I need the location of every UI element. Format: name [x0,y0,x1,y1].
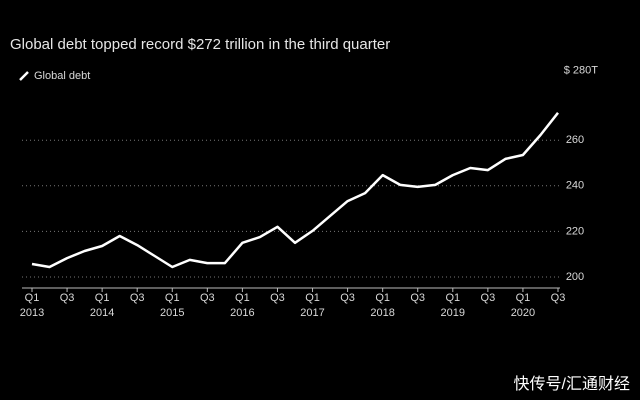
x-tick-label: Q3 [270,292,285,304]
x-year-label: 2019 [441,307,465,319]
x-year-label: 2015 [160,307,184,319]
legend-label: Global debt [34,70,90,82]
x-year-label: 2013 [20,307,44,319]
x-tick-label: Q3 [130,292,145,304]
x-tick-label: Q1 [375,292,390,304]
watermark: 快传号/汇通财经 [514,375,630,393]
x-tick-label: Q1 [305,292,320,304]
line [31,112,559,269]
x-year-label: 2018 [370,307,394,319]
x-tick-label: Q3 [481,292,496,304]
x-tick-label: Q3 [200,292,215,304]
x-tick-label: Q1 [235,292,250,304]
y-tick-label: $ 280T [564,65,599,77]
y-tick-label: 240 [566,180,584,192]
x-year-label: 2017 [300,307,324,319]
y-tick-label: 220 [566,225,584,237]
x-tick-label: Q1 [25,292,40,304]
chart-title: Global debt topped record $272 trillion … [10,36,390,53]
x-tick-label: Q1 [445,292,460,304]
x-tick-label: Q3 [551,292,566,304]
x-year-label: 2020 [511,307,535,319]
x-tick-label: Q3 [340,292,355,304]
x-tick-label: Q3 [410,292,425,304]
x-tick-label: Q1 [516,292,531,304]
x-tick-label: Q3 [60,292,75,304]
x-tick-label: Q1 [165,292,180,304]
legend-swatch [19,71,29,81]
x-year-label: 2016 [230,307,254,319]
x-tick-label: Q1 [95,292,110,304]
y-tick-label: 260 [566,134,584,146]
x-year-label: 2014 [90,307,114,319]
y-tick-label: 200 [566,271,584,283]
